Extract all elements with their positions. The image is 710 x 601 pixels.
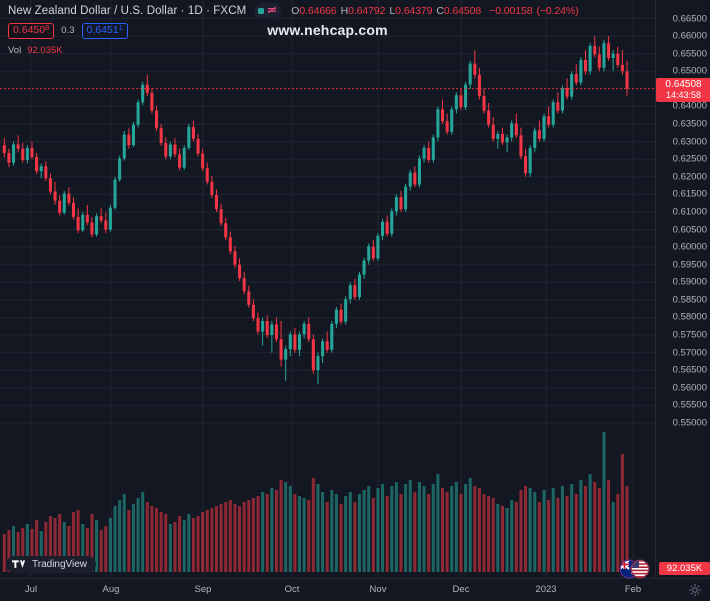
usd-flag-icon	[630, 559, 650, 579]
volume-value: 92.035K	[27, 45, 63, 56]
time-tick-label: Feb	[624, 584, 642, 595]
tradingview-logo[interactable]: TradingView	[6, 556, 97, 573]
ohlc-open-key: O	[291, 4, 300, 17]
ask-price-fraction: 1	[118, 22, 123, 32]
price-tick-label: 0.57500	[672, 329, 707, 341]
price-tick-label: 0.59000	[672, 276, 707, 288]
price-tick-label: 0.60500	[672, 224, 707, 236]
time-tick-label: Oct	[284, 584, 300, 595]
time-tick-label: 2023	[535, 584, 557, 595]
price-tick-label: 0.64000	[672, 100, 707, 112]
time-tick-label: Jul	[24, 584, 38, 595]
price-tick-label: 0.66000	[672, 30, 707, 42]
volume-axis-tag: 92.035K	[659, 562, 710, 575]
current-price-value: 0.64508	[665, 78, 702, 90]
price-tick-label: 0.56000	[672, 382, 707, 394]
symbol-title[interactable]: New Zealand Dollar / U.S. Dollar · 1D · …	[8, 4, 247, 17]
price-tick-label: 0.57000	[672, 347, 707, 359]
price-tick-label: 0.62000	[672, 171, 707, 183]
time-tick-label: Sep	[194, 584, 212, 595]
price-tick-label: 0.63500	[672, 118, 707, 130]
time-axis[interactable]: Jul Aug Sep Oct Nov Dec 2023 Feb	[0, 578, 710, 601]
chart-watermark: www.nehcap.com	[267, 22, 388, 38]
legend-volume-row: Vol 92.035K	[8, 44, 579, 57]
price-tick-label: 0.55500	[672, 399, 707, 411]
bid-price: 0.6450	[13, 23, 46, 36]
ask-price-box[interactable]: 0.6451 1	[81, 22, 128, 39]
price-axis[interactable]: 0.64508 14:43:58 92.035K 0.66500 0.66000 0…	[655, 0, 710, 578]
ohlc-open-value: 0.64666	[299, 4, 337, 17]
bid-price-fraction: 8	[45, 22, 50, 32]
ohlc-low-key: L	[389, 4, 396, 17]
price-tick-label: 0.56500	[672, 364, 707, 376]
price-tick-label: 0.63000	[672, 136, 707, 148]
tradingview-logo-icon	[12, 560, 26, 568]
price-tick-label: 0.55000	[672, 417, 707, 429]
ohlc-low-value: 0.64379	[395, 4, 433, 17]
ask-price: 0.6451	[86, 23, 119, 36]
price-tick-label: 0.66500	[672, 13, 707, 25]
volume-label[interactable]: Vol	[8, 45, 22, 56]
price-tick-label: 0.65000	[672, 65, 707, 77]
time-tick-label: Aug	[102, 584, 120, 595]
time-tick-label: Dec	[452, 584, 470, 595]
price-tick-label: 0.62500	[672, 153, 707, 165]
eye-slash-icon[interactable]	[267, 6, 277, 15]
price-tick-label: 0.58000	[672, 311, 707, 323]
ohlc-high-value: 0.64792	[348, 4, 386, 17]
price-tick-label: 0.59500	[672, 259, 707, 271]
symbol-flags[interactable]	[617, 559, 651, 579]
gear-icon[interactable]	[688, 583, 702, 597]
bid-price-box[interactable]: 0.6450 8	[8, 22, 55, 39]
price-tick-label: 0.60000	[672, 241, 707, 253]
spread-value: 0.3	[61, 25, 75, 36]
candlestick-series[interactable]	[0, 0, 655, 578]
current-price-time: 14:43:58	[665, 89, 702, 100]
market-open-icon	[258, 7, 265, 14]
ohlc-change-percent: (−0.24%)	[536, 4, 579, 17]
ohlc-close-value: 0.64508	[443, 4, 482, 17]
legend-quote-row: 0.6450 8 0.3 0.6451 1	[8, 22, 579, 39]
price-tick-label: 0.65500	[672, 48, 707, 60]
price-tick-label: 0.61000	[672, 206, 707, 218]
price-tick-label: 0.58500	[672, 294, 707, 306]
chart-legend: New Zealand Dollar / U.S. Dollar · 1D · …	[8, 2, 579, 57]
price-tick-label: 0.61500	[672, 188, 707, 200]
current-price-tag[interactable]: 0.64508 14:43:58	[656, 77, 710, 102]
ohlc-close-key: C	[436, 4, 444, 17]
chart-pane[interactable]	[0, 0, 655, 578]
legend-toggle-group[interactable]	[254, 2, 282, 19]
tradingview-label: TradingView	[32, 559, 88, 570]
ohlc-change: −0.00158	[489, 4, 533, 17]
ohlc-high-key: H	[340, 4, 349, 17]
legend-symbol-row: New Zealand Dollar / U.S. Dollar · 1D · …	[8, 2, 579, 19]
ohlc-readout: O0.64666 H0.64792 L0.64379 C0.64508 −0.00158…	[291, 5, 578, 17]
time-tick-label: Nov	[369, 584, 387, 595]
